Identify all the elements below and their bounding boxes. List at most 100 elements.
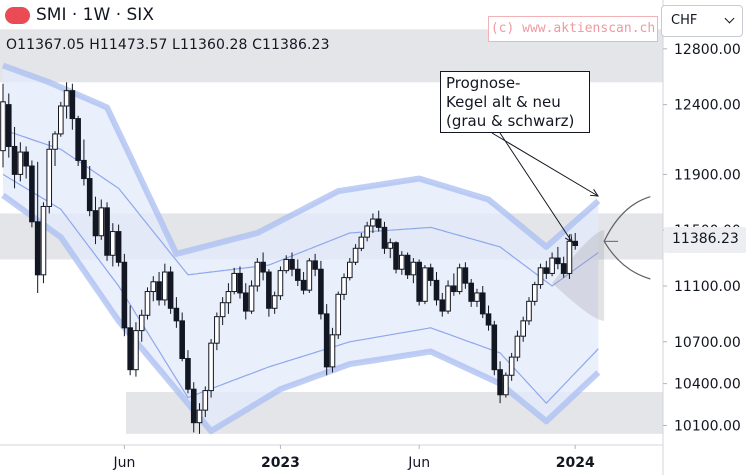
candle-body	[52, 133, 58, 150]
candle-67	[387, 238, 394, 259]
currency-select[interactable]: CHF	[661, 5, 743, 37]
candle-body	[5, 104, 12, 147]
candle-32	[185, 350, 191, 394]
candle-62	[358, 232, 365, 252]
candle-body	[445, 285, 451, 312]
candle-78	[451, 273, 457, 296]
candle-29	[167, 266, 174, 314]
candle-body	[329, 334, 336, 368]
arrow-line	[499, 132, 573, 243]
last-price-label: 11386.23	[664, 227, 746, 253]
candle-52	[300, 272, 307, 295]
candle-body	[462, 267, 469, 284]
time-tick-label: 2024	[556, 455, 595, 471]
candle-body	[115, 231, 122, 263]
candle-body	[335, 293, 342, 336]
candle-body	[242, 292, 249, 312]
candle-body	[555, 257, 561, 265]
chevron-down-icon	[724, 13, 735, 24]
candle-body	[81, 159, 87, 180]
candles	[0, 82, 579, 434]
candle-body	[341, 277, 347, 295]
candle-body	[271, 295, 278, 309]
candle-body	[150, 281, 157, 293]
candle-body	[468, 282, 474, 302]
candle-body	[537, 267, 544, 286]
candle-4	[23, 146, 29, 179]
candle-body	[185, 358, 191, 390]
candle-body	[289, 258, 295, 270]
candle-66	[381, 221, 388, 254]
cone-new-upper	[603, 196, 651, 242]
candle-body	[364, 225, 370, 238]
candle-1	[5, 93, 12, 158]
price-tick-label: 11100.00	[674, 279, 741, 295]
candle-body	[439, 299, 446, 312]
candle-body	[474, 292, 480, 302]
candle-body	[526, 300, 532, 322]
candle-71	[410, 258, 417, 284]
candle-body	[485, 313, 492, 326]
candle-39	[225, 283, 232, 314]
band-outer-upper	[2, 62, 601, 257]
candle-body	[144, 291, 151, 316]
arrow-old-cone	[499, 132, 573, 243]
candle-50	[289, 252, 295, 277]
candle-body	[34, 221, 41, 276]
candle-body	[404, 254, 411, 276]
candle-body	[121, 261, 128, 329]
candle-72	[416, 259, 422, 306]
candle-body	[566, 240, 573, 274]
candle-20	[115, 224, 122, 267]
band-inner-upper	[2, 129, 599, 287]
candle-body	[549, 257, 555, 274]
candle-body	[214, 316, 220, 344]
candle-59	[341, 273, 347, 300]
candle-93	[537, 263, 544, 289]
candle-56	[323, 304, 330, 376]
candle-body	[560, 263, 567, 274]
candle-body	[237, 272, 243, 294]
candle-77	[445, 280, 451, 314]
candle-85	[491, 320, 498, 376]
candle-89	[514, 330, 521, 362]
candle-40	[231, 267, 237, 295]
arrow-head	[589, 189, 599, 197]
candle-94	[543, 260, 550, 279]
candle-97	[560, 256, 567, 278]
candle-body	[508, 356, 515, 376]
time-tick-label: 2023	[261, 455, 300, 471]
candle-body	[29, 165, 35, 223]
candle-body	[86, 178, 93, 212]
candle-body	[156, 281, 162, 301]
candle-body	[179, 320, 185, 360]
candle-45	[260, 252, 266, 281]
arrow-head	[564, 234, 573, 243]
candle-84	[485, 305, 492, 331]
candle-38	[219, 297, 226, 326]
candle-49	[283, 255, 290, 274]
candle-body	[393, 242, 399, 270]
candle-9	[52, 131, 58, 167]
candle-body	[283, 258, 290, 272]
candle-body	[479, 292, 486, 315]
candle-73	[422, 265, 428, 305]
candle-body	[202, 390, 209, 411]
candle-31	[179, 312, 185, 362]
candle-79	[456, 263, 463, 295]
candle-64	[370, 213, 376, 233]
candle-14	[81, 139, 87, 186]
candle-69	[399, 251, 405, 275]
candle-96	[555, 246, 561, 270]
candle-51	[294, 259, 301, 286]
candle-3	[17, 142, 24, 182]
candle-35	[202, 386, 209, 418]
candle-body	[208, 342, 214, 392]
price-tick-label: 10700.00	[674, 335, 741, 351]
candle-body	[11, 145, 18, 175]
candle-body	[456, 267, 463, 293]
candle-44	[254, 258, 261, 292]
candle-16	[92, 196, 99, 245]
